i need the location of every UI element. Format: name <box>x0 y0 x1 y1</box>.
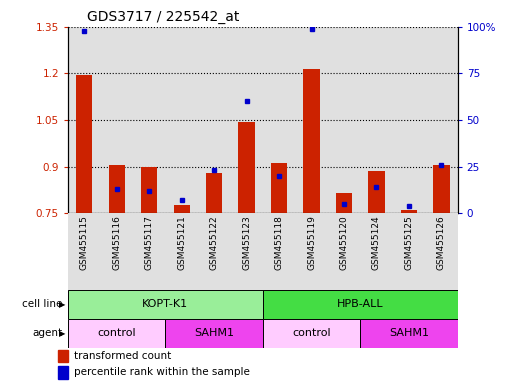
Bar <box>206 173 222 213</box>
Text: GSM455124: GSM455124 <box>372 215 381 270</box>
Bar <box>100 27 133 213</box>
Bar <box>198 213 230 290</box>
Bar <box>76 75 93 213</box>
Bar <box>303 69 320 213</box>
Text: agent: agent <box>32 328 63 338</box>
Text: GSM455120: GSM455120 <box>339 215 348 270</box>
Bar <box>109 165 125 213</box>
Bar <box>328 213 360 290</box>
Bar <box>433 165 449 213</box>
Text: GSM455126: GSM455126 <box>437 215 446 270</box>
Text: transformed count: transformed count <box>74 351 171 361</box>
Bar <box>58 366 67 379</box>
Bar <box>336 193 352 213</box>
Text: GSM455118: GSM455118 <box>275 215 283 270</box>
Bar <box>100 213 133 290</box>
Text: percentile rank within the sample: percentile rank within the sample <box>74 367 249 377</box>
Bar <box>68 319 165 348</box>
Bar <box>165 27 198 213</box>
Bar <box>360 27 393 213</box>
Bar <box>165 213 198 290</box>
Text: SAHM1: SAHM1 <box>194 328 234 338</box>
Bar <box>174 205 190 213</box>
Bar <box>263 213 295 290</box>
Bar <box>133 213 165 290</box>
Text: control: control <box>292 328 331 338</box>
Text: ▶: ▶ <box>59 329 65 338</box>
Text: GSM455123: GSM455123 <box>242 215 251 270</box>
Bar <box>165 319 263 348</box>
Text: HPB-ALL: HPB-ALL <box>337 299 383 310</box>
Text: cell line: cell line <box>22 299 63 310</box>
Text: GSM455121: GSM455121 <box>177 215 186 270</box>
Bar <box>295 27 328 213</box>
Bar <box>141 167 157 213</box>
Bar <box>263 290 458 319</box>
Text: GSM455115: GSM455115 <box>79 215 89 270</box>
Text: GDS3717 / 225542_at: GDS3717 / 225542_at <box>87 10 240 25</box>
Bar <box>328 27 360 213</box>
Bar <box>401 210 417 213</box>
Bar <box>58 350 67 362</box>
Text: GSM455117: GSM455117 <box>145 215 154 270</box>
Bar <box>393 213 425 290</box>
Bar <box>230 27 263 213</box>
Text: KOPT-K1: KOPT-K1 <box>142 299 188 310</box>
Bar <box>133 27 165 213</box>
Bar <box>271 164 287 213</box>
Bar <box>263 27 295 213</box>
Text: GSM455116: GSM455116 <box>112 215 121 270</box>
Text: GSM455122: GSM455122 <box>210 215 219 270</box>
Text: GSM455119: GSM455119 <box>307 215 316 270</box>
Bar <box>68 290 263 319</box>
Bar <box>360 213 393 290</box>
Text: ▶: ▶ <box>59 300 65 309</box>
Bar <box>263 319 360 348</box>
Bar <box>360 319 458 348</box>
Bar <box>68 27 100 213</box>
Bar <box>425 213 458 290</box>
Text: control: control <box>97 328 136 338</box>
Bar <box>198 27 230 213</box>
Text: GSM455125: GSM455125 <box>404 215 413 270</box>
Bar <box>295 213 328 290</box>
Text: SAHM1: SAHM1 <box>389 328 429 338</box>
Bar <box>238 122 255 213</box>
Bar <box>425 27 458 213</box>
Bar <box>68 213 100 290</box>
Bar <box>230 213 263 290</box>
Bar <box>393 27 425 213</box>
Bar <box>368 171 384 213</box>
